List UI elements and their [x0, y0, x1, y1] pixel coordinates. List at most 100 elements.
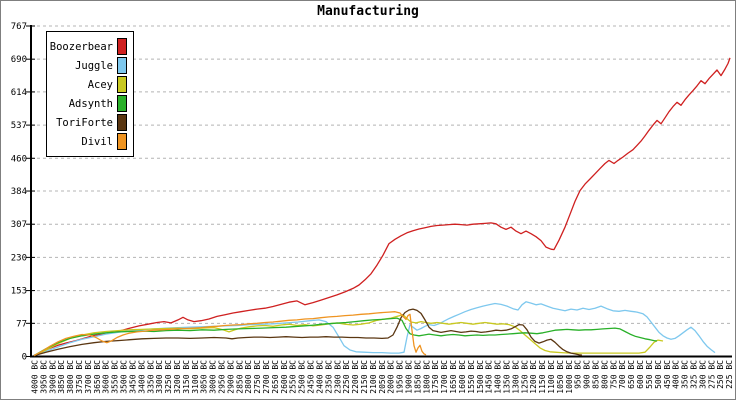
x-tick-label: 1200 BC: [529, 360, 538, 394]
x-tick-label: 3350 BC: [146, 360, 155, 394]
x-tick-label: 1750 BC: [431, 360, 440, 394]
x-tick-label: 1450 BC: [485, 360, 494, 394]
x-tick-label: 3050 BC: [200, 360, 209, 394]
legend-label: Divil: [81, 135, 113, 148]
x-tick-label: 1100 BC: [547, 360, 556, 394]
legend-label: Adsynth: [68, 97, 113, 110]
x-tick-label: 2600 BC: [280, 360, 289, 394]
x-tick-label: 3550 BC: [111, 360, 120, 394]
x-tick-label: 900 BC: [583, 360, 592, 389]
x-tick-label: 1400 BC: [494, 360, 503, 394]
x-tick-label: 1050 BC: [556, 360, 565, 394]
x-tick-label: 650 BC: [627, 360, 636, 389]
legend-swatch: [117, 76, 127, 93]
x-tick-label: 450 BC: [663, 360, 672, 389]
x-tick-label: 2700 BC: [262, 360, 271, 394]
legend-swatch: [117, 95, 127, 112]
x-tick-label: 2300 BC: [333, 360, 342, 394]
legend-label: ToriForte: [56, 116, 113, 129]
x-tick-label: 400 BC: [672, 360, 681, 389]
y-tick-label: 614: [11, 88, 27, 98]
x-tick-label: 1000 BC: [565, 360, 574, 394]
x-tick-label: 250 BC: [716, 360, 725, 389]
legend-swatch: [117, 133, 127, 150]
x-tick-label: 3150 BC: [182, 360, 191, 394]
chart-legend: Boozerbear Juggle Acey Adsynth ToriForte Divi…: [46, 31, 134, 157]
legend-row: Boozerbear: [49, 37, 127, 56]
x-tick-label: 2900 BC: [226, 360, 235, 394]
legend-label: Acey: [87, 78, 113, 91]
x-tick-label: 2500 BC: [298, 360, 307, 394]
x-tick-label: 1600 BC: [458, 360, 467, 394]
x-tick-label: 1550 BC: [467, 360, 476, 394]
y-tick-label: 767: [11, 22, 27, 32]
y-tick-label: 460: [11, 154, 27, 164]
x-tick-label: 3000 BC: [209, 360, 218, 394]
x-tick-label: 2850 BC: [235, 360, 244, 394]
x-tick-label: 1300 BC: [511, 360, 520, 394]
x-tick-label: 4000 BC: [31, 360, 40, 394]
x-tick-label: 2400 BC: [315, 360, 324, 394]
x-tick-label: 2250 BC: [342, 360, 351, 394]
x-tick-label: 2800 BC: [244, 360, 253, 394]
x-tick-label: 2450 BC: [307, 360, 316, 394]
legend-row: Adsynth: [51, 94, 127, 113]
x-tick-label: 550 BC: [645, 360, 654, 389]
legend-swatch: [117, 114, 127, 131]
x-tick-label: 325 BC: [689, 360, 698, 389]
x-tick-label: 2050 BC: [378, 360, 387, 394]
x-tick-label: 800 BC: [600, 360, 609, 389]
x-tick-label: 1350 BC: [502, 360, 511, 394]
x-tick-label: 700 BC: [618, 360, 627, 389]
y-tick-label: 0: [22, 353, 27, 363]
y-tick-label: 77: [16, 319, 27, 329]
chart-title: Manufacturing: [317, 4, 419, 19]
x-tick-label: 1850 BC: [413, 360, 422, 394]
x-tick-label: 1650 BC: [449, 360, 458, 394]
x-tick-label: 3250 BC: [164, 360, 173, 394]
x-tick-label: 1250 BC: [520, 360, 529, 394]
x-tick-label: 3750 BC: [75, 360, 84, 394]
divil-line: [33, 311, 427, 357]
y-tick-label: 230: [11, 253, 27, 263]
x-tick-label: 300 BC: [698, 360, 707, 389]
y-tick-label: 690: [11, 55, 27, 65]
legend-label: Boozerbear: [49, 40, 113, 53]
x-tick-label: 350 BC: [681, 360, 690, 389]
legend-row: Divil: [51, 132, 127, 151]
x-tick-label: 1800 BC: [422, 360, 431, 394]
legend-swatch: [117, 38, 127, 55]
y-tick-label: 307: [11, 220, 27, 230]
x-tick-label: 500 BC: [654, 360, 663, 389]
x-tick-label: 3950 BC: [39, 360, 48, 394]
x-tick-label: 3800 BC: [66, 360, 75, 394]
x-tick-label: 2750 BC: [253, 360, 262, 394]
x-tick-label: 3400 BC: [137, 360, 146, 394]
x-tick-label: 600 BC: [636, 360, 645, 389]
x-tick-label: 3900 BC: [48, 360, 57, 394]
y-tick-label: 153: [11, 287, 27, 297]
x-tick-label: 3300 BC: [155, 360, 164, 394]
legend-row: ToriForte: [51, 113, 127, 132]
x-tick-label: 1500 BC: [476, 360, 485, 394]
x-tick-label: 2350 BC: [324, 360, 333, 394]
x-tick-label: 2650 BC: [271, 360, 280, 394]
x-tick-label: 3100 BC: [191, 360, 200, 394]
adsynth-line: [33, 317, 658, 357]
x-tick-label: 1900 BC: [405, 360, 414, 394]
x-tick-label: 2950 BC: [218, 360, 227, 394]
x-tick-label: 3450 BC: [128, 360, 137, 394]
x-tick-label: 3850 BC: [57, 360, 66, 394]
x-tick-label: 3200 BC: [173, 360, 182, 394]
x-tick-label: 850 BC: [592, 360, 601, 389]
x-tick-label: 3500 BC: [120, 360, 129, 394]
x-tick-label: 3650 BC: [93, 360, 102, 394]
x-tick-label: 2000 BC: [387, 360, 396, 394]
legend-row: Acey: [51, 75, 127, 94]
x-tick-label: 1950 BC: [396, 360, 405, 394]
x-tick-label: 750 BC: [609, 360, 618, 389]
legend-label: Juggle: [75, 59, 113, 72]
x-tick-label: 3600 BC: [102, 360, 111, 394]
